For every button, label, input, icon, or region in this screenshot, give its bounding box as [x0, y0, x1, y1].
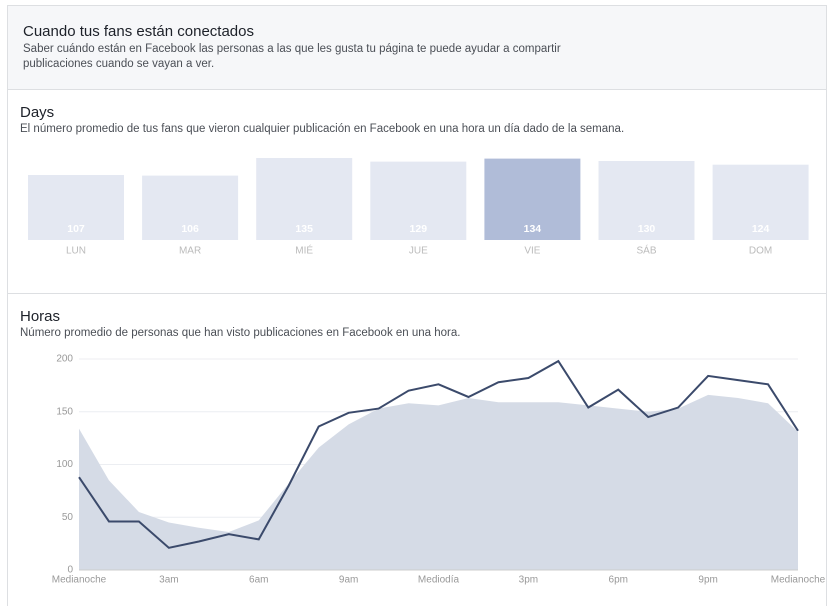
area — [79, 394, 798, 570]
line — [78, 359, 799, 549]
header-box — [7, 5, 827, 90]
chart-title: Days — [20, 104, 55, 121]
x-tick-label: 6am — [249, 575, 268, 586]
y-tick-label: 200 — [56, 354, 73, 365]
x-tick-label: 6pm — [609, 575, 628, 586]
chart-subtitle: Número promedio de personas que han vist… — [20, 327, 461, 339]
y-tick-label: 150 — [56, 406, 73, 417]
bar — [142, 175, 239, 240]
x-tick-label: 9am — [339, 575, 358, 586]
value-label: 124 — [752, 223, 770, 235]
value-label: 135 — [295, 223, 313, 235]
x-tick-label: VIE — [524, 246, 540, 257]
x-tick-label: JUE — [409, 246, 428, 257]
value-label: 134 — [524, 223, 542, 235]
y-tick-label: 100 — [56, 459, 73, 470]
x-tick-label: MAR — [179, 246, 201, 257]
x-tick-label: 9pm — [698, 575, 717, 586]
header-description: Saber cuándo están en Facebook las perso… — [23, 43, 561, 70]
bar — [256, 158, 353, 240]
value-label: 129 — [410, 223, 428, 235]
value-label: 130 — [638, 223, 656, 235]
x-tick-label: 3pm — [519, 575, 538, 586]
chart-subtitle: El número promedio de tus fans que viero… — [20, 123, 625, 135]
x-tick-label: Mediodía — [418, 575, 460, 586]
bar — [370, 161, 467, 240]
x-tick-label: SÁB — [636, 244, 656, 257]
y-tick-label: 50 — [62, 512, 74, 523]
x-tick-label: MIÉ — [295, 244, 313, 257]
y-tick-label: 0 — [67, 565, 73, 576]
bar — [598, 161, 695, 240]
hours-box — [7, 293, 827, 606]
header-title: Cuando tus fans están conectados — [23, 23, 254, 40]
chart-title: Horas — [20, 308, 61, 325]
bar — [484, 158, 581, 240]
x-tick-label: Medianoche — [52, 575, 107, 586]
bar — [712, 164, 809, 240]
x-tick-label: LUN — [66, 246, 86, 257]
x-tick-label: Medianoche — [771, 575, 826, 586]
x-tick-label: 3am — [159, 575, 178, 586]
value-label: 107 — [67, 223, 85, 235]
value-label: 106 — [181, 223, 199, 235]
x-tick-label: DOM — [749, 246, 772, 257]
bar — [28, 175, 124, 240]
